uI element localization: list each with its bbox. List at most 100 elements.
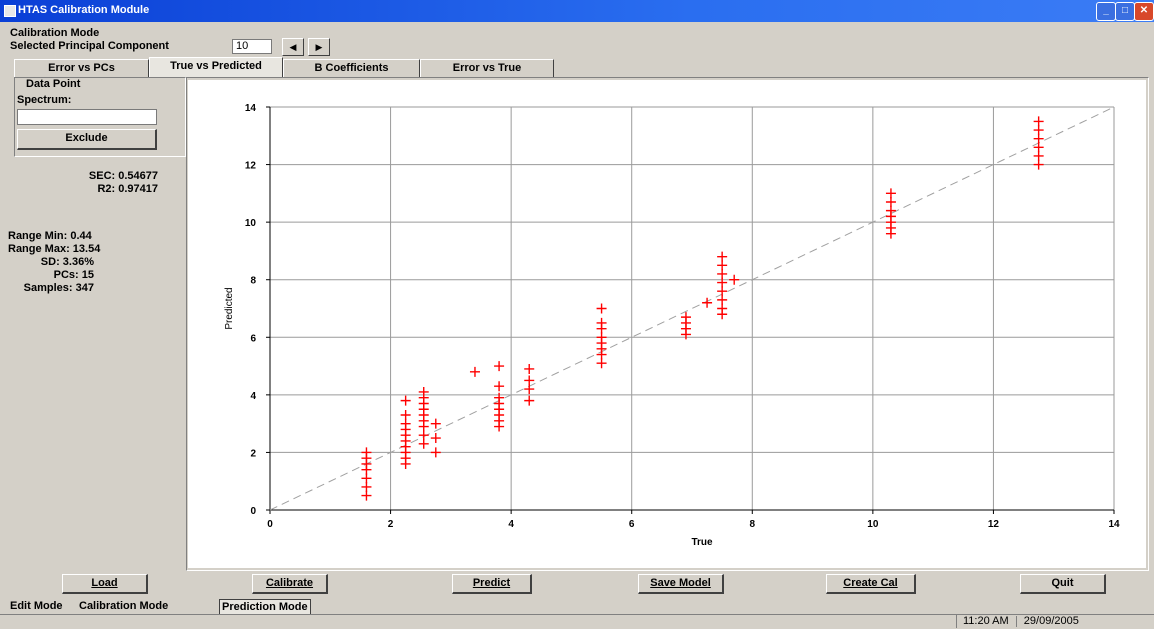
- status-clock: 11:20 AM 29/09/2005: [956, 615, 1152, 628]
- create-cal-button-label: Create Cal: [843, 577, 898, 589]
- samples-value: Samples: 347: [23, 282, 94, 294]
- x-tick-label: 4: [508, 519, 514, 530]
- x-tick-label: 6: [629, 519, 635, 530]
- data-point: [596, 303, 607, 314]
- data-point: [702, 297, 713, 308]
- right-arrow-icon[interactable]: ▶: [308, 38, 330, 56]
- save-model-button[interactable]: Save Model: [638, 574, 724, 594]
- data-point: [885, 196, 896, 207]
- title-bar: HTAS Calibration Module _ □ ✕: [0, 0, 1154, 22]
- data-point-label: Data Point: [26, 78, 81, 90]
- status-bar: [0, 614, 1154, 629]
- data-point: [596, 358, 607, 369]
- close-icon[interactable]: ✕: [1134, 2, 1154, 21]
- load-button-label: Load: [91, 577, 118, 589]
- data-point: [717, 251, 728, 262]
- tab-calibration-mode[interactable]: Calibration Mode: [79, 600, 169, 612]
- maximize-icon[interactable]: □: [1115, 2, 1135, 21]
- status-date: 29/09/2005: [1023, 615, 1079, 627]
- true-vs-predicted-chart: 0 2 4 6 8 10 12 14 0 2 4 6 8 10 12 14 True Predicted: [224, 103, 1120, 548]
- pc-label: Selected Principal Component: [10, 40, 169, 52]
- data-point: [596, 317, 607, 328]
- data-point: [717, 303, 728, 314]
- calibrate-button-label: Calibrate: [265, 577, 314, 589]
- tab-error-vs-pcs[interactable]: Error vs PCs: [14, 59, 149, 77]
- sec-value: SEC: 0.54677: [88, 170, 158, 182]
- predict-button[interactable]: Predict: [452, 574, 532, 594]
- range-min-value: Range Min: 0.44: [8, 230, 92, 242]
- pc-input[interactable]: 10: [232, 39, 272, 54]
- data-point: [1033, 116, 1044, 127]
- status-time: 11:20 AM: [963, 615, 1009, 627]
- data-point: [430, 447, 441, 458]
- data-point: [1033, 133, 1044, 144]
- y-tick-label: 10: [245, 218, 257, 229]
- predict-button-label: Predict: [472, 577, 511, 589]
- data-point: [494, 361, 505, 372]
- data-point: [430, 433, 441, 444]
- y-tick-label: 4: [250, 391, 256, 402]
- create-cal-button[interactable]: Create Cal: [826, 574, 916, 594]
- data-point: [361, 481, 372, 492]
- sd-value: SD: 3.36%: [40, 256, 94, 268]
- data-point: [524, 363, 535, 374]
- data-point: [1033, 125, 1044, 136]
- y-tick-label: 14: [245, 103, 257, 114]
- data-point: [885, 188, 896, 199]
- y-tick-label: 8: [250, 276, 256, 287]
- data-point: [400, 395, 411, 406]
- data-point: [729, 274, 740, 285]
- data-point: [717, 268, 728, 279]
- x-axis-label: True: [691, 537, 713, 548]
- calibration-mode-label: Calibration Mode: [10, 27, 100, 39]
- data-point: [717, 277, 728, 288]
- plot-area: 0 2 4 6 8 10 12 14 0 2 4 6 8 10 12 14 True Predicted: [188, 80, 1146, 568]
- data-point: [596, 332, 607, 343]
- data-point: [1033, 142, 1044, 153]
- spectrum-label: Spectrum:: [17, 94, 72, 106]
- app-icon: [4, 5, 16, 17]
- quit-button[interactable]: Quit: [1020, 574, 1106, 594]
- data-point: [418, 386, 429, 397]
- data-point: [400, 410, 411, 421]
- data-point: [680, 312, 691, 323]
- x-tick-label: 2: [388, 519, 394, 530]
- minimize-icon[interactable]: _: [1096, 2, 1116, 21]
- window-title: HTAS Calibration Module: [18, 4, 150, 16]
- y-tick-label: 6: [250, 333, 256, 344]
- data-point: [494, 392, 505, 403]
- y-tick-label: 12: [245, 161, 257, 172]
- data-point: [400, 418, 411, 429]
- tab-b-coefficients[interactable]: B Coefficients: [283, 59, 420, 77]
- data-point: [524, 395, 535, 406]
- y-axis-label: Predicted: [224, 287, 235, 329]
- data-point: [717, 260, 728, 271]
- x-tick-label: 14: [1108, 519, 1120, 530]
- data-point: [494, 381, 505, 392]
- data-point: [430, 418, 441, 429]
- tab-prediction-mode[interactable]: Prediction Mode: [219, 599, 311, 615]
- calibrate-button[interactable]: Calibrate: [252, 574, 328, 594]
- exclude-button[interactable]: Exclude: [17, 129, 157, 150]
- data-point: [361, 490, 372, 501]
- left-arrow-icon[interactable]: ◀: [282, 38, 304, 56]
- data-point: [361, 473, 372, 484]
- load-button[interactable]: Load: [62, 574, 148, 594]
- x-tick-label: 12: [988, 519, 1000, 530]
- data-point: [885, 205, 896, 216]
- data-point: [418, 430, 429, 441]
- y-tick-label: 2: [250, 448, 256, 459]
- data-point: [717, 286, 728, 297]
- y-tick-label: 0: [250, 506, 256, 517]
- tab-true-vs-predicted[interactable]: True vs Predicted: [149, 57, 283, 78]
- tab-edit-mode[interactable]: Edit Mode: [10, 600, 63, 612]
- data-point: [524, 384, 535, 395]
- data-point: [1033, 150, 1044, 161]
- spectrum-input[interactable]: [17, 109, 157, 125]
- data-point: [1033, 159, 1044, 170]
- x-tick-label: 0: [267, 519, 273, 530]
- tab-error-vs-true[interactable]: Error vs True: [420, 59, 554, 77]
- data-point: [418, 438, 429, 449]
- data-point: [361, 447, 372, 458]
- range-max-value: Range Max: 13.54: [8, 243, 101, 255]
